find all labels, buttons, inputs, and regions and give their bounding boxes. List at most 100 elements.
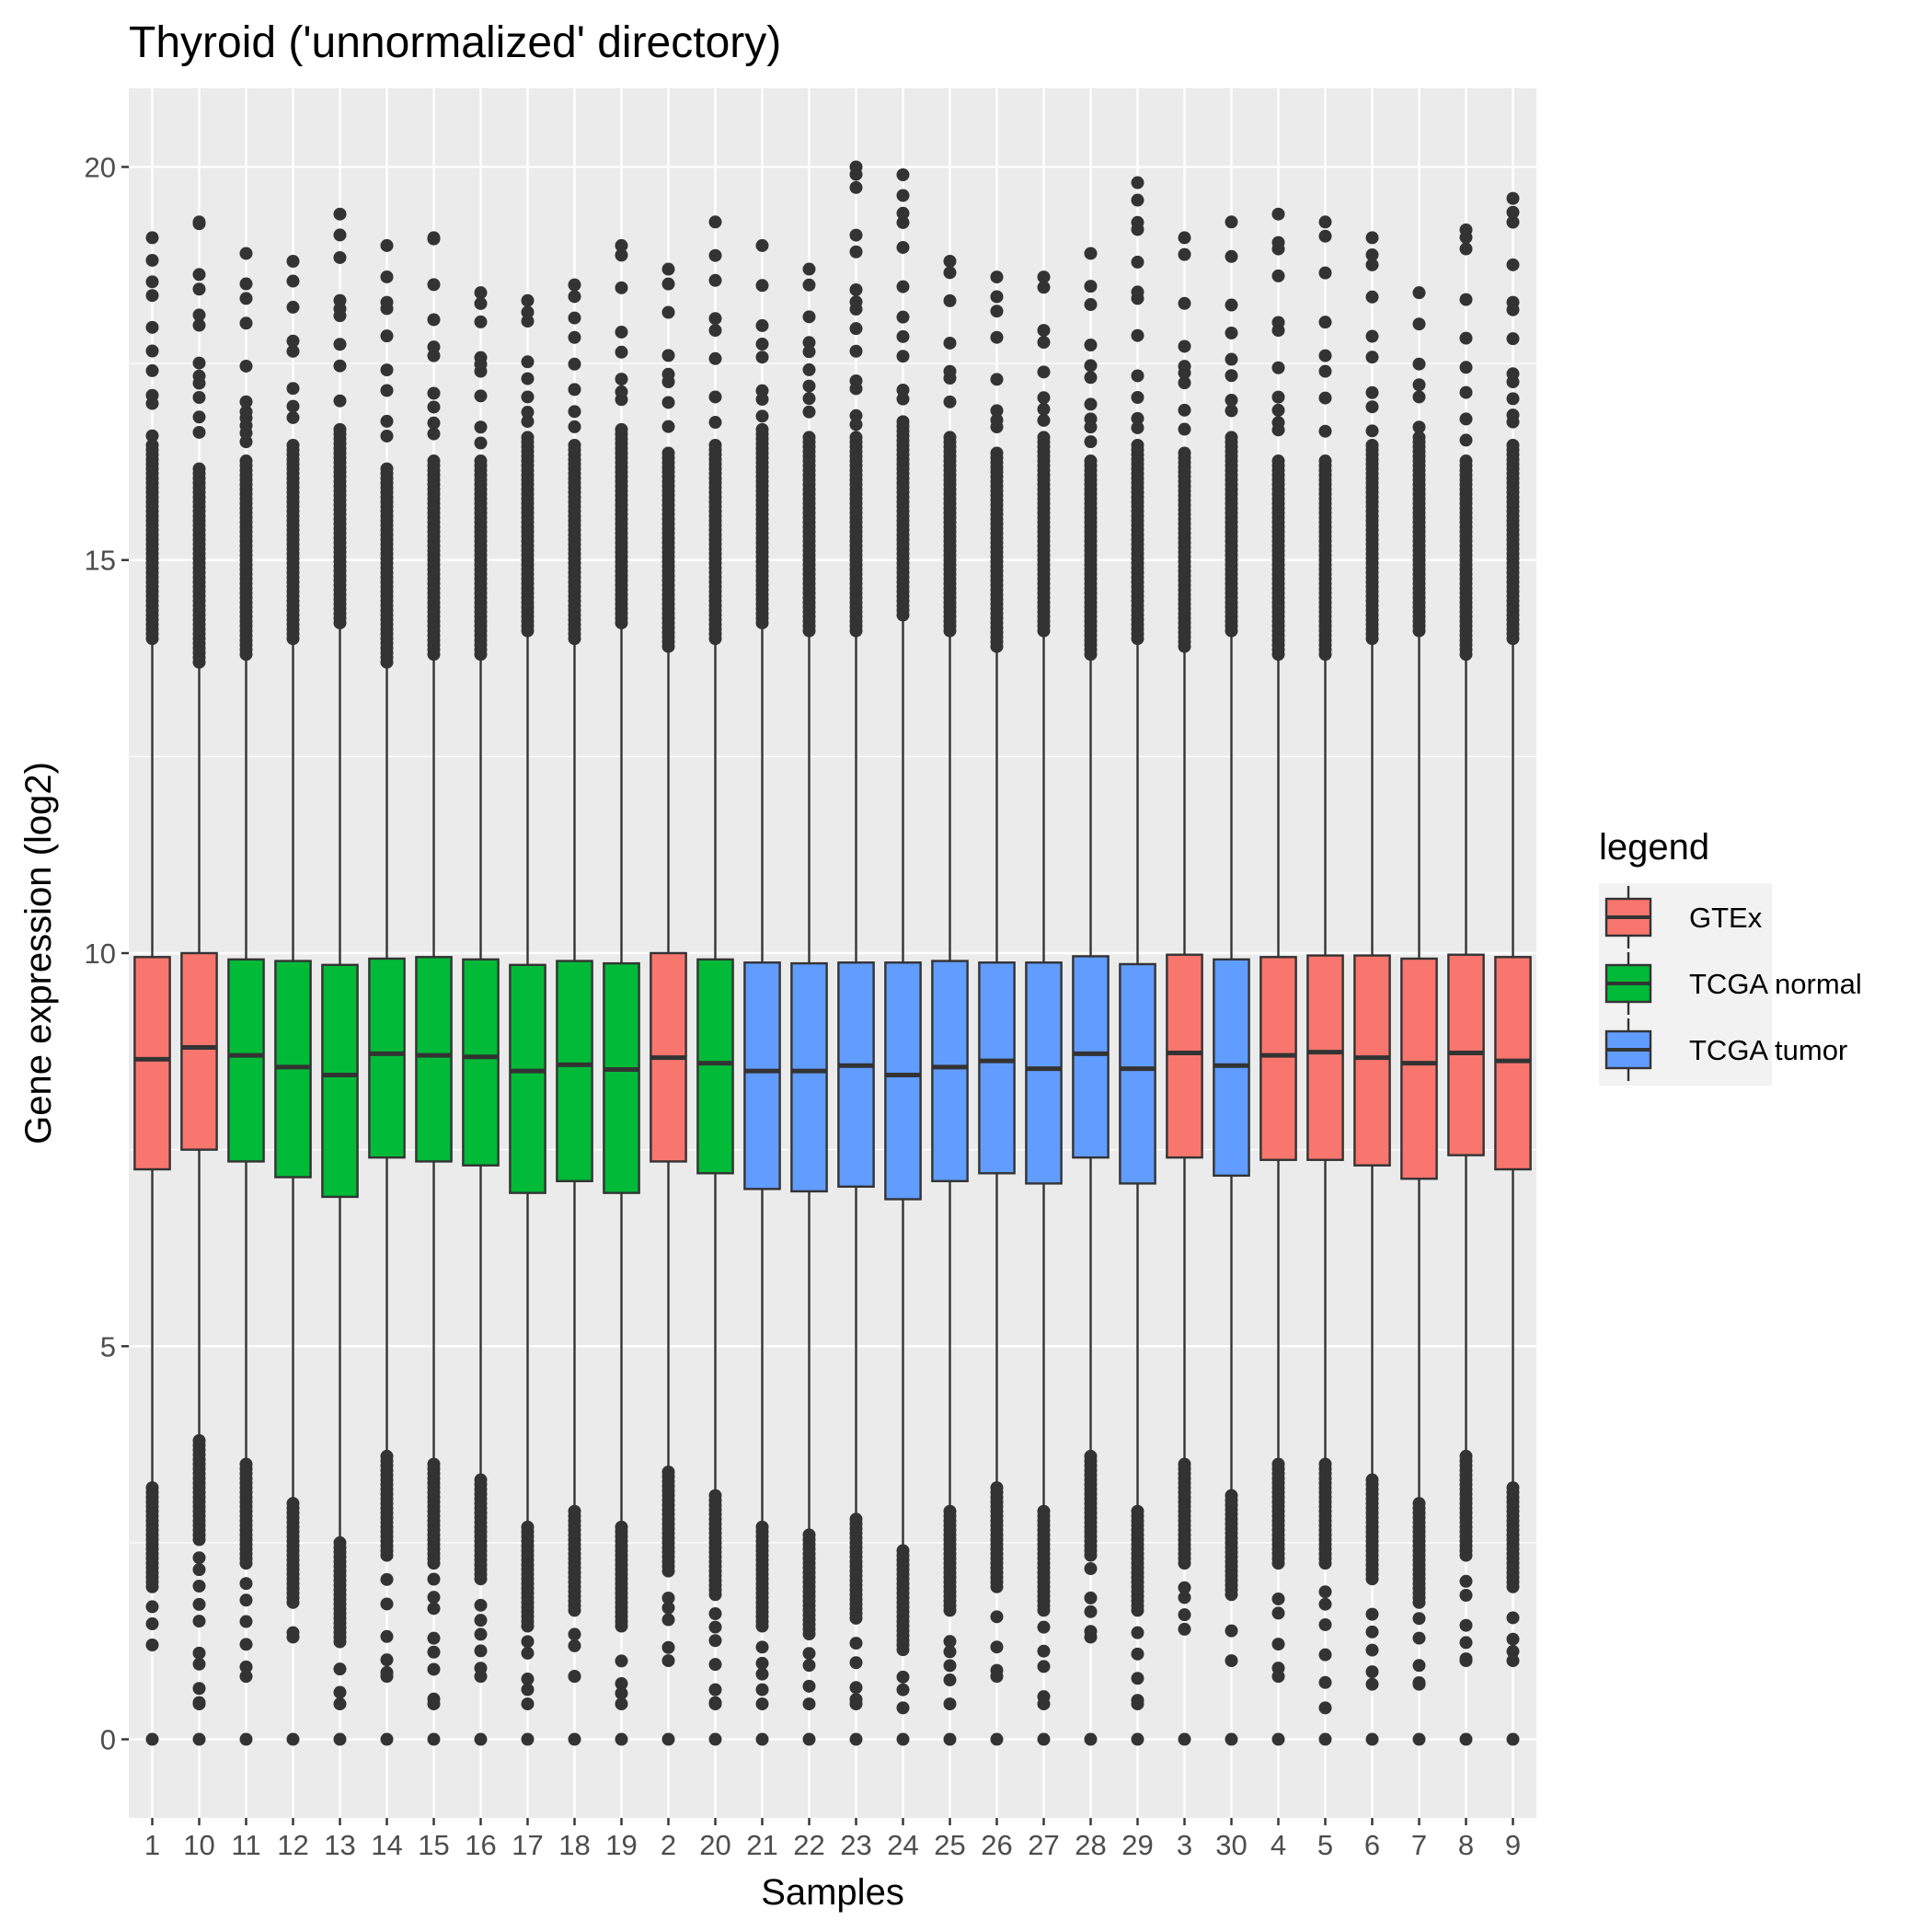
outlier-point [990, 1580, 1004, 1593]
outlier-point [474, 296, 488, 310]
box-11 [227, 247, 265, 1746]
outlier-point [943, 1673, 957, 1687]
outlier-point [615, 1697, 628, 1711]
outlier-point [239, 1638, 253, 1651]
outlier-point [1178, 1581, 1191, 1594]
outlier-point [1459, 1636, 1473, 1650]
outlier-point [239, 316, 253, 330]
outlier-point [568, 438, 581, 452]
outlier-point [896, 1732, 910, 1746]
outlier-point [1131, 1647, 1144, 1661]
outlier-point [1318, 229, 1332, 243]
outlier-point [849, 228, 863, 242]
outlier-point [1412, 420, 1426, 434]
outlier-point [1131, 369, 1144, 383]
outlier-point [896, 310, 910, 324]
outlier-point [568, 1732, 581, 1746]
boxes-layer [133, 160, 1532, 1746]
box-body [227, 958, 265, 1163]
outlier-point [896, 392, 910, 406]
outlier-point [1506, 438, 1520, 452]
outlier-point [1318, 1597, 1332, 1611]
outlier-point [1318, 1648, 1332, 1662]
outlier-point [849, 1697, 863, 1711]
box-body [603, 961, 640, 1194]
outlier-point [802, 1659, 816, 1673]
box-17 [509, 293, 546, 1746]
outlier-point [286, 438, 300, 452]
outlier-point [427, 313, 441, 327]
box-14 [368, 238, 406, 1746]
outlier-point [1178, 360, 1191, 374]
outlier-point [427, 1662, 441, 1676]
outlier-point [896, 168, 910, 181]
outlier-point [521, 372, 535, 385]
outlier-point [1412, 317, 1426, 331]
outlier-point [427, 231, 441, 245]
outlier-point [755, 338, 769, 351]
outlier-point [568, 311, 581, 325]
outlier-point [1178, 1608, 1191, 1622]
outlier-point [568, 278, 581, 292]
outlier-point [1271, 207, 1285, 221]
outlier-point [1084, 371, 1098, 385]
box-body [1119, 962, 1156, 1185]
outlier-point [802, 362, 816, 376]
outlier-point [286, 274, 300, 288]
outlier-point [1131, 1672, 1144, 1685]
outlier-point [849, 1732, 863, 1746]
outlier-point [708, 312, 722, 326]
outlier-point [990, 270, 1004, 284]
outlier-point [802, 405, 816, 419]
outlier-point [615, 248, 628, 262]
outlier-point [1131, 285, 1144, 299]
outlier-point [896, 383, 910, 397]
outlier-point [286, 300, 300, 314]
outlier-point [1318, 1675, 1332, 1689]
y-tick-label: 5 [100, 1330, 116, 1363]
outlier-point [1506, 367, 1520, 381]
x-tick-label: 29 [1121, 1829, 1153, 1861]
outlier-point [1365, 1732, 1379, 1746]
outlier-point [427, 1697, 441, 1711]
outlier-point [1178, 247, 1191, 261]
box-body [180, 951, 218, 1151]
outlier-point [568, 330, 581, 344]
outlier-point [333, 207, 347, 221]
outlier-point [708, 1620, 722, 1634]
box-30 [1213, 215, 1250, 1746]
box-20 [696, 215, 734, 1746]
outlier-point [1412, 357, 1426, 371]
outlier-point [286, 1732, 300, 1746]
outlier-point [849, 431, 863, 444]
outlier-point [1225, 249, 1238, 263]
box-1 [133, 231, 171, 1746]
outlier-point [943, 1604, 957, 1617]
outlier-point [943, 364, 957, 378]
outlier-point [333, 1662, 347, 1676]
outlier-point [1318, 454, 1332, 468]
outlier-point [990, 446, 1004, 460]
outlier-point [1506, 295, 1520, 309]
box-9 [1494, 191, 1532, 1746]
outlier-point [708, 351, 722, 365]
outlier-point [1178, 231, 1191, 245]
box-body [321, 963, 359, 1199]
y-axis-title: Gene expression (log2) [18, 762, 59, 1144]
outlier-point [568, 1627, 581, 1641]
outlier-point [333, 293, 347, 307]
outlier-point [1412, 431, 1426, 444]
outlier-point [286, 334, 300, 348]
outlier-point [521, 1673, 535, 1686]
outlier-point [896, 1683, 910, 1696]
x-tick-label: 30 [1215, 1829, 1247, 1861]
outlier-point [1084, 280, 1098, 293]
outlier-point [333, 250, 347, 264]
outlier-point [1037, 1620, 1051, 1634]
outlier-point [1084, 1732, 1098, 1746]
outlier-point [145, 388, 159, 402]
outlier-point [333, 422, 347, 436]
outlier-point [192, 1533, 206, 1547]
outlier-point [380, 1548, 394, 1562]
outlier-point [615, 422, 628, 436]
